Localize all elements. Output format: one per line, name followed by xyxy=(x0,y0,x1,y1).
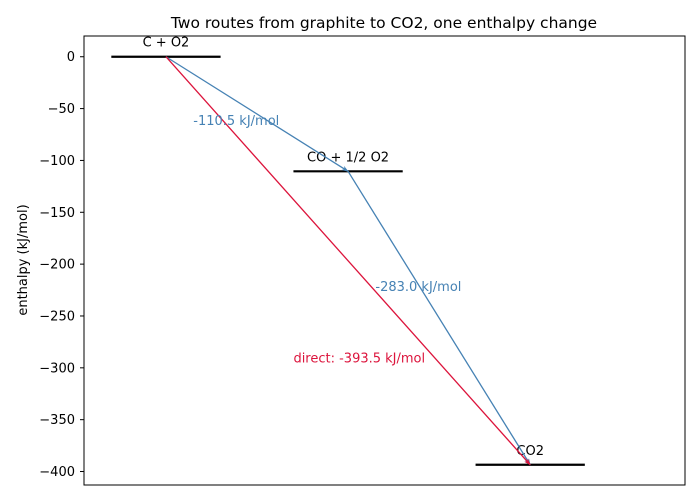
energy-level-label: CO + 1/2 O2 xyxy=(307,150,389,165)
y-axis-ticks: 0 −50 −100 −150 −200 −250 −300 −350 −400 xyxy=(39,50,84,480)
y-tick-label: −200 xyxy=(39,258,75,273)
enthalpy-arrows xyxy=(165,56,531,466)
y-axis-label: enthalpy (kJ/mol) xyxy=(16,204,31,315)
y-tick-label: −250 xyxy=(39,309,75,324)
enthalpy-arrow xyxy=(347,170,531,466)
energy-levels: C + O2 CO + 1/2 O2 CO2 xyxy=(111,36,585,466)
y-tick-label: −50 xyxy=(48,102,75,117)
arrow-annotations: -110.5 kJ/mol -283.0 kJ/mol direct: -393.5… xyxy=(193,114,461,366)
y-tick-label: −300 xyxy=(39,361,75,376)
y-tick-label: 0 xyxy=(67,50,75,65)
chart-title: Two routes from graphite to CO2, one ent… xyxy=(170,14,597,32)
energy-level-label: C + O2 xyxy=(143,36,190,51)
y-tick-label: −350 xyxy=(39,413,75,428)
y-tick-label: −150 xyxy=(39,206,75,221)
plot-frame xyxy=(83,35,686,486)
y-tick-label: −100 xyxy=(39,154,75,169)
enthalpy-arrow xyxy=(165,56,531,466)
arrow-annotation: direct: -393.5 kJ/mol xyxy=(293,352,425,367)
energy-level-label: CO2 xyxy=(516,444,544,459)
arrow-annotation: -110.5 kJ/mol xyxy=(193,114,279,129)
arrow-annotation: -283.0 kJ/mol xyxy=(375,280,461,295)
y-tick-label: −400 xyxy=(39,465,75,480)
enthalpy-arrow xyxy=(165,56,349,172)
